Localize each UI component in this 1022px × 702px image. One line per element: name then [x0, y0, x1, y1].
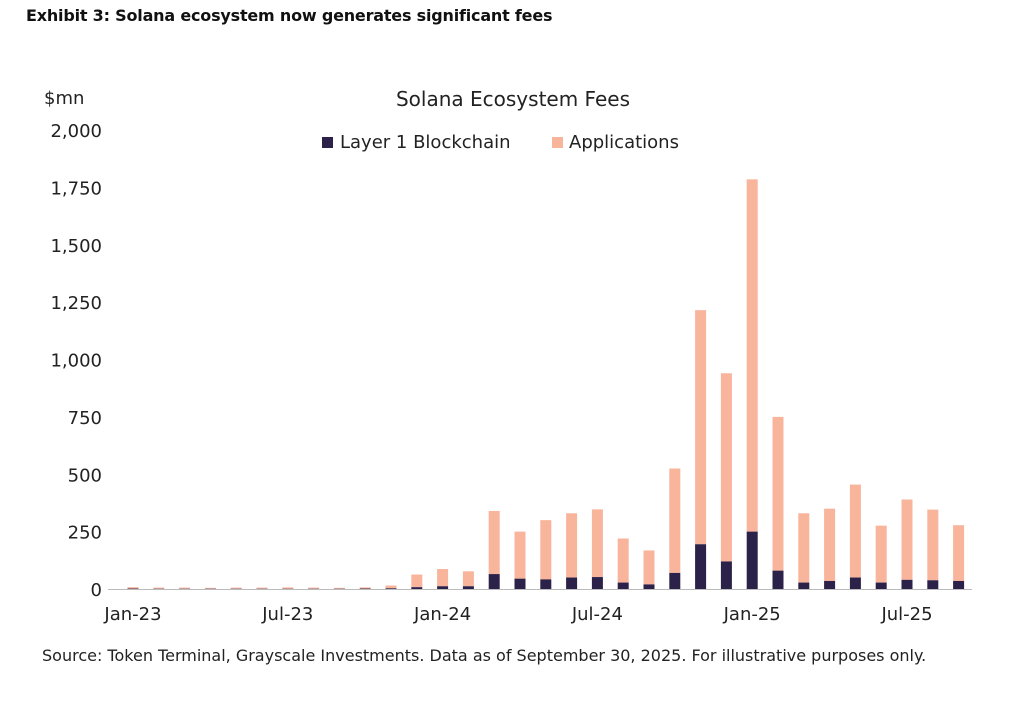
bar-applications: [643, 550, 655, 585]
y-axis-label: $mn: [44, 88, 84, 109]
bar-layer1: [824, 580, 836, 589]
bar-applications: [333, 587, 345, 589]
bar-applications: [927, 509, 939, 581]
bar-layer1: [591, 577, 603, 589]
bar-applications: [617, 538, 629, 583]
bar-layer1: [514, 578, 526, 589]
bar-applications: [153, 587, 165, 589]
bar-applications: [308, 587, 320, 589]
bar-layer1: [720, 561, 732, 589]
bar-applications: [514, 531, 526, 579]
bar-applications: [179, 587, 191, 589]
bar-applications: [849, 484, 861, 578]
fees-chart: Solana Ecosystem Fees $mn Layer 1 Blockcha…: [44, 87, 972, 625]
bar-layer1: [669, 572, 681, 589]
bar-applications: [798, 513, 810, 583]
bar-applications: [953, 525, 965, 581]
y-tick-label: 2,000: [50, 121, 102, 142]
bar-layer1: [411, 587, 423, 589]
bar-applications: [488, 510, 500, 575]
bar-layer1: [927, 580, 939, 589]
bar-layer1: [488, 574, 500, 589]
plot-area: Solana Ecosystem Fees $mn Layer 1 Blockcha…: [44, 87, 972, 625]
y-tick-label: 250: [68, 523, 102, 544]
bar-applications: [411, 574, 423, 588]
bar-applications: [824, 508, 836, 581]
bar-layer1: [695, 544, 707, 589]
bar-applications: [256, 587, 268, 589]
bar-applications: [720, 373, 732, 562]
bar-applications: [282, 587, 294, 589]
bar-layer1: [385, 588, 397, 589]
x-tick-label: Jan-25: [723, 604, 781, 625]
legend-swatch-layer1: [322, 137, 333, 148]
bar-applications: [746, 179, 758, 532]
legend-swatch-applications: [552, 137, 563, 148]
legend-layer1: Layer 1 Blockchain: [340, 132, 511, 153]
y-tick-label: 750: [68, 408, 102, 429]
bar-applications: [772, 416, 784, 571]
bar-layer1: [540, 579, 552, 589]
exhibit-title: Exhibit 3: Solana ecosystem now generate…: [26, 6, 553, 25]
x-tick-label: Jan-24: [413, 604, 471, 625]
source-footnote: Source: Token Terminal, Grayscale Invest…: [42, 646, 927, 665]
y-tick-label: 0: [91, 580, 102, 601]
bar-applications: [591, 509, 603, 578]
x-tick-label: Jul-25: [880, 604, 932, 625]
bar-applications: [204, 587, 216, 589]
x-tick-label: Jul-24: [571, 604, 623, 625]
bar-layer1: [798, 582, 810, 589]
bar-layer1: [462, 586, 474, 589]
bar-applications: [127, 587, 139, 589]
bar-layer1: [772, 570, 784, 589]
bar-layer1: [437, 586, 449, 589]
y-tick-label: 1,500: [50, 236, 102, 257]
bar-layer1: [901, 579, 913, 589]
y-tick-label: 500: [68, 465, 102, 486]
bar-applications: [540, 520, 552, 580]
bar-applications: [437, 569, 449, 587]
bar-applications: [385, 585, 397, 589]
bar-layer1: [746, 531, 758, 589]
legend-applications: Applications: [569, 132, 679, 153]
bar-applications: [875, 525, 887, 583]
y-tick-label: 1,000: [50, 351, 102, 372]
bar-applications: [359, 587, 371, 589]
bar-layer1: [875, 582, 887, 589]
y-tick-label: 1,250: [50, 293, 102, 314]
bar-layer1: [953, 580, 965, 589]
chart-title: Solana Ecosystem Fees: [396, 87, 630, 111]
bar-applications: [695, 310, 707, 545]
bar-applications: [566, 513, 578, 578]
bar-applications: [669, 468, 681, 573]
bar-layer1: [617, 582, 629, 589]
bar-layer1: [566, 577, 578, 589]
y-tick-label: 1,750: [50, 178, 102, 199]
x-tick-label: Jan-23: [103, 604, 161, 625]
bar-layer1: [849, 577, 861, 589]
bar-applications: [901, 499, 913, 580]
bar-layer1: [643, 584, 655, 589]
bar-applications: [462, 571, 474, 587]
bar-applications: [230, 587, 242, 589]
x-tick-label: Jul-23: [261, 604, 313, 625]
